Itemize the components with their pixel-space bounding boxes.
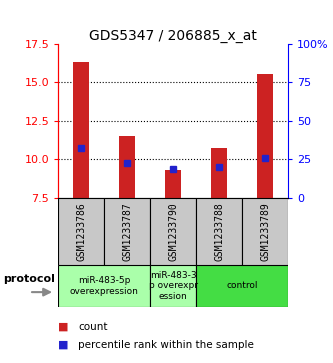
Text: control: control — [226, 281, 258, 290]
Bar — [242, 198, 288, 265]
Text: count: count — [78, 322, 108, 332]
Bar — [257, 74, 273, 198]
Bar — [73, 62, 89, 198]
Bar — [150, 198, 196, 265]
Text: miR-483-3
p overexpr
ession: miR-483-3 p overexpr ession — [149, 271, 198, 301]
Text: GSM1233788: GSM1233788 — [214, 202, 224, 261]
Bar — [165, 170, 181, 198]
Bar — [196, 198, 242, 265]
Text: percentile rank within the sample: percentile rank within the sample — [78, 340, 254, 350]
Text: GSM1233786: GSM1233786 — [76, 202, 86, 261]
Bar — [58, 198, 104, 265]
Text: miR-483-5p
overexpression: miR-483-5p overexpression — [70, 276, 139, 295]
Text: GSM1233787: GSM1233787 — [122, 202, 132, 261]
Text: ■: ■ — [58, 322, 69, 332]
Bar — [58, 265, 150, 307]
Bar — [211, 148, 227, 198]
Bar — [196, 265, 288, 307]
Title: GDS5347 / 206885_x_at: GDS5347 / 206885_x_at — [89, 29, 257, 42]
Bar — [119, 136, 135, 198]
Text: GSM1233790: GSM1233790 — [168, 202, 178, 261]
Bar — [104, 198, 150, 265]
Text: ■: ■ — [58, 340, 69, 350]
Bar — [150, 265, 196, 307]
Text: protocol: protocol — [3, 274, 55, 284]
Text: GSM1233789: GSM1233789 — [260, 202, 270, 261]
